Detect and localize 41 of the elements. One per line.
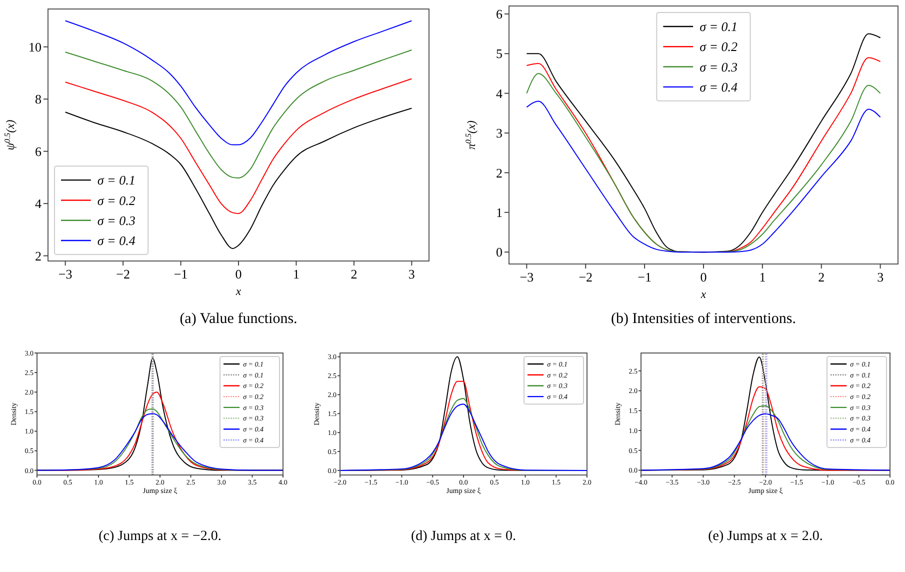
- x-tick-label: −3: [520, 270, 534, 285]
- x-tick-label: 1: [292, 266, 300, 282]
- x-tick-label: −2: [116, 266, 130, 282]
- y-tick-label: 6: [35, 144, 42, 159]
- y-tick-label: 1: [496, 204, 502, 220]
- x-tick-label: 0: [235, 266, 242, 282]
- y-tick-label: 2: [35, 248, 42, 264]
- x-tick-label: 2: [350, 266, 358, 282]
- y-tick-label: 2: [496, 165, 502, 180]
- legend-label: σ = 0.3: [97, 212, 136, 228]
- y-tick-label: 6: [496, 6, 503, 22]
- x-axis-title: x: [234, 284, 242, 298]
- text: (e) Jumps at x = 2.0.: [708, 529, 823, 544]
- y-tick-label: 3: [496, 126, 502, 141]
- text: (b) Intensities of interventions.: [611, 311, 796, 327]
- text: (d) Jumps at x = 0.: [410, 529, 516, 544]
- y-tick-label: 8: [35, 92, 42, 107]
- y-tick-label: 0: [496, 244, 502, 260]
- legend-label: σ = 0.4: [700, 79, 738, 94]
- x-tick-label: 0: [700, 270, 707, 285]
- x-tick-label: −2: [578, 270, 593, 285]
- legend-label: σ = 0.1: [97, 172, 136, 188]
- legend-label: σ = 0.2: [700, 39, 738, 54]
- x-axis-title: x: [700, 288, 707, 301]
- x-tick-label: −3: [58, 266, 72, 282]
- x-tick-label: 2: [818, 270, 825, 285]
- y-tick-label: 5: [496, 46, 502, 62]
- x-tick-label: −1: [174, 266, 188, 282]
- legend-label: σ = 0.1: [700, 19, 738, 34]
- x-tick-label: −1: [638, 270, 652, 285]
- y-tick-label: 4: [496, 86, 503, 101]
- y-tick-label: 4: [35, 196, 42, 212]
- y-tick-label: 10: [28, 39, 42, 54]
- x-tick-label: 3: [408, 266, 415, 282]
- text: (a) Value functions.: [180, 311, 298, 327]
- text: (c) Jumps at x = −2.0.: [98, 529, 222, 544]
- legend-label: σ = 0.2: [97, 192, 136, 208]
- legend-label: σ = 0.4: [97, 233, 136, 248]
- x-tick-label: 1: [759, 270, 766, 285]
- x-tick-label: 3: [877, 270, 884, 285]
- legend-label: σ = 0.3: [700, 59, 738, 74]
